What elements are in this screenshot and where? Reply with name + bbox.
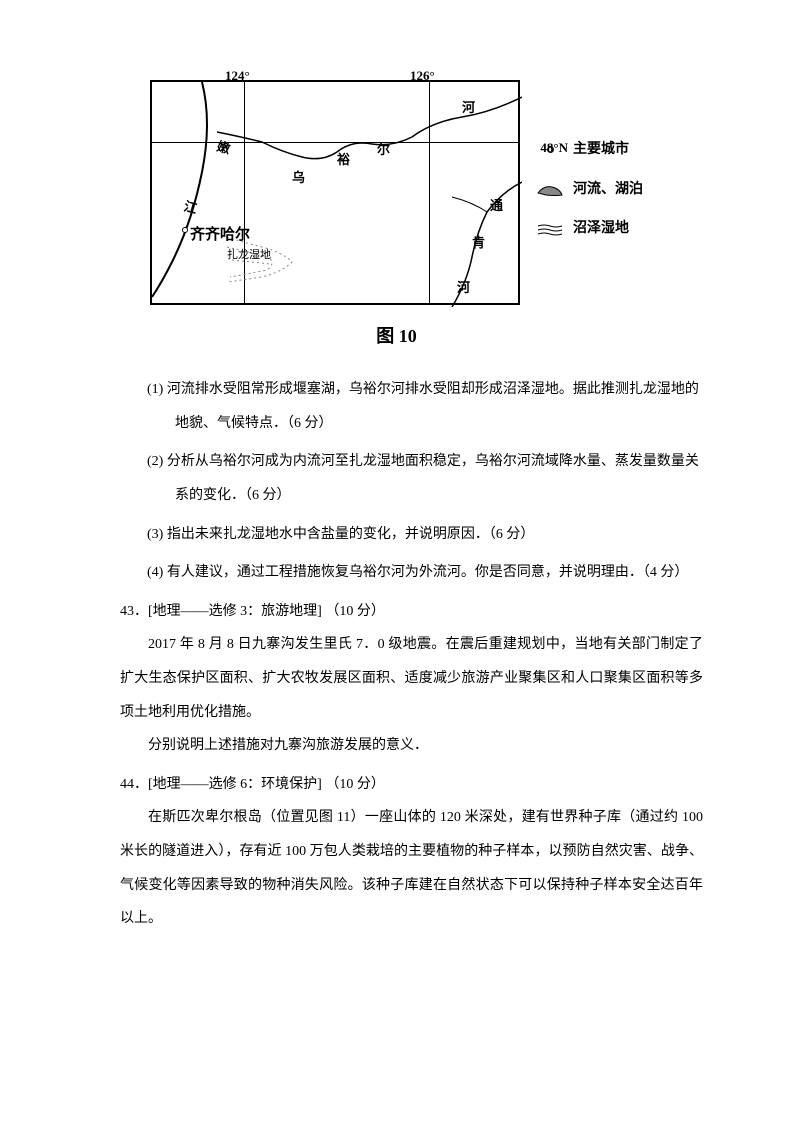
legend-river: 河流、湖泊 <box>535 173 643 207</box>
river-char-tong: 通 <box>490 190 503 221</box>
q43-p1: 2017 年 8 月 8 日九寨沟发生里氏 7．0 级地震。在震后重建规划中，当… <box>90 628 703 729</box>
city-marker <box>182 227 188 233</box>
legend-city-label: 主要城市 <box>573 133 629 167</box>
river-char-yu: 裕 <box>337 144 350 175</box>
map-wrapper: 124° 126° 48°N 嫩 江 <box>150 80 643 305</box>
river-char-he2: 河 <box>457 272 470 303</box>
map-container: 124° 126° 48°N 嫩 江 <box>90 80 703 305</box>
river-char-er2: 尔 <box>377 134 390 165</box>
map-box: 48°N 嫩 江 乌 裕 尔 河 通 肯 <box>150 80 520 305</box>
figure-caption: 图 10 <box>90 315 703 358</box>
legend-river-symbol <box>535 181 565 199</box>
question-4: (4) 有人建议，通过工程措施恢复乌裕尔河为外流河。你是否同意，并说明理由．（4… <box>90 556 703 590</box>
question-1: (1) 河流排水受阻常形成堰塞湖，乌裕尔河排水受阻却形成沼泽湿地。据此推测扎龙湿… <box>90 373 703 440</box>
river-char-wu: 乌 <box>292 162 305 193</box>
question-3: (3) 指出未来扎龙湿地水中含盐量的变化，并说明原因．（6 分） <box>90 518 703 552</box>
river-char-he: 河 <box>462 92 475 123</box>
legend-wetland-symbol <box>535 220 565 238</box>
question-44: 44．[地理——选修 6：环境保护] （10 分） 在斯匹次卑尔根岛（位置见图 … <box>90 768 703 936</box>
legend-river-label: 河流、湖泊 <box>573 173 643 207</box>
q44-title: 44．[地理——选修 6：环境保护] （10 分） <box>90 768 703 802</box>
q44-p1: 在斯匹次卑尔根岛（位置见图 11）一座山体的 120 米深处，建有世界种子库（通… <box>90 801 703 935</box>
river-char-ken: 肯 <box>472 227 485 258</box>
q43-p2: 分别说明上述措施对九寨沟旅游发展的意义． <box>90 729 703 763</box>
lat-label-48n: 48°N <box>540 132 568 163</box>
wetland-name: 扎龙湿地 <box>227 242 271 268</box>
question-43: 43．[地理——选修 3：旅游地理] （10 分） 2017 年 8 月 8 日… <box>90 595 703 763</box>
legend-wetland-label: 沼泽湿地 <box>573 212 629 246</box>
q43-title: 43．[地理——选修 3：旅游地理] （10 分） <box>90 595 703 629</box>
question-2: (2) 分析从乌裕尔河成为内流河至扎龙湿地面积稳定，乌裕尔河流域降水量、蒸发量数… <box>90 445 703 512</box>
legend-wetland: 沼泽湿地 <box>535 212 643 246</box>
